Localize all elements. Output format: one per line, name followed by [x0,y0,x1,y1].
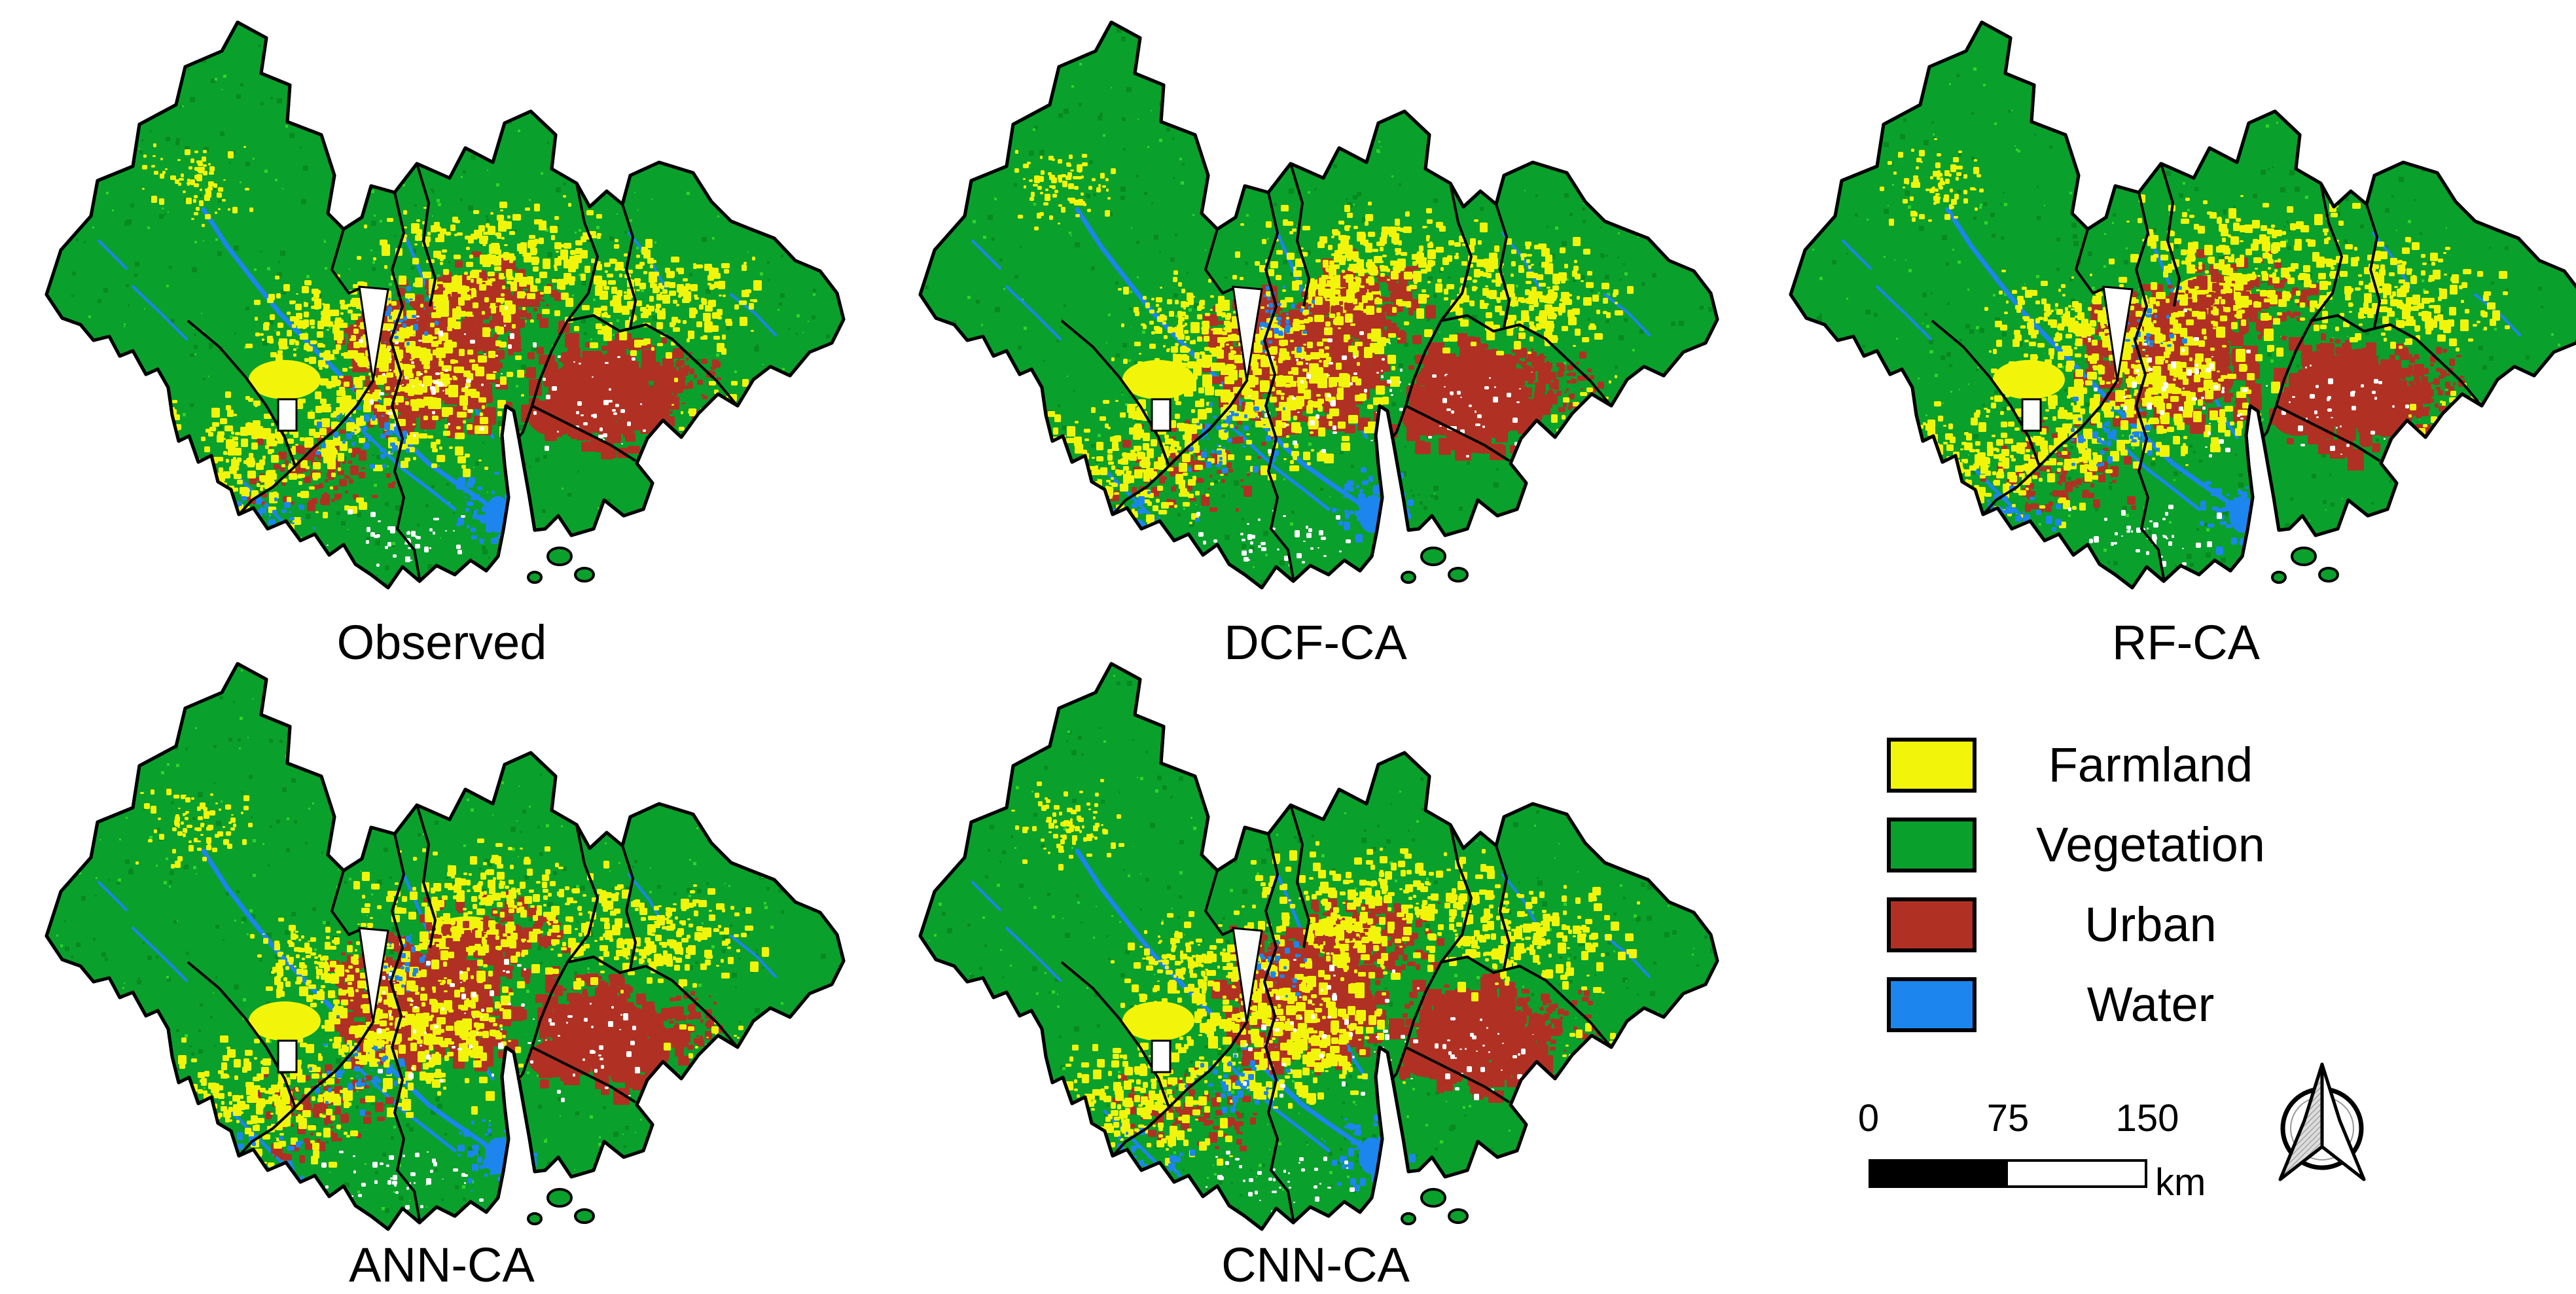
legend-swatch-farmland [1887,738,1977,793]
legend-swatch-urban [1887,897,1977,952]
panel-label-cnn-ca: CNN-CA [1221,1238,1410,1292]
map-panel-rf-ca [1780,13,2576,596]
map-panel-observed [36,13,848,596]
scalebar-tick-150: 150 [2115,1097,2179,1140]
panel-label-dcf-ca: DCF-CA [1224,615,1407,670]
north-arrow-icon [2278,1062,2366,1181]
legend-item-water: Water [1887,977,2301,1032]
scalebar-unit: km [2155,1161,2206,1204]
legend-swatch-water [1887,977,1977,1032]
legend-label-farmland: Farmland [2048,738,2253,792]
scalebar-tick-0: 0 [1857,1097,1880,1140]
map-panel-dcf-ca [910,13,1721,596]
scalebar-filled-segment [1871,1162,2008,1185]
legend-label-urban: Urban [2084,897,2217,952]
panel-label-observed: Observed [336,615,547,670]
map-panel-cnn-ca [910,655,1721,1237]
panel-label-rf-ca: RF-CA [2111,615,2261,670]
legend-item-vegetation: Vegetation [1887,818,2301,872]
legend-label-water: Water [2086,977,2215,1032]
scalebar [1869,1159,2147,1188]
legend-swatch-vegetation [1887,818,1977,872]
legend-item-urban: Urban [1887,897,2301,952]
panel-label-ann-ca: ANN-CA [349,1238,535,1292]
legend-item-farmland: Farmland [1887,738,2301,793]
map-panel-ann-ca [36,655,848,1237]
scalebar-tick-75: 75 [1986,1097,2030,1140]
legend-label-vegetation: Vegetation [2036,818,2265,872]
